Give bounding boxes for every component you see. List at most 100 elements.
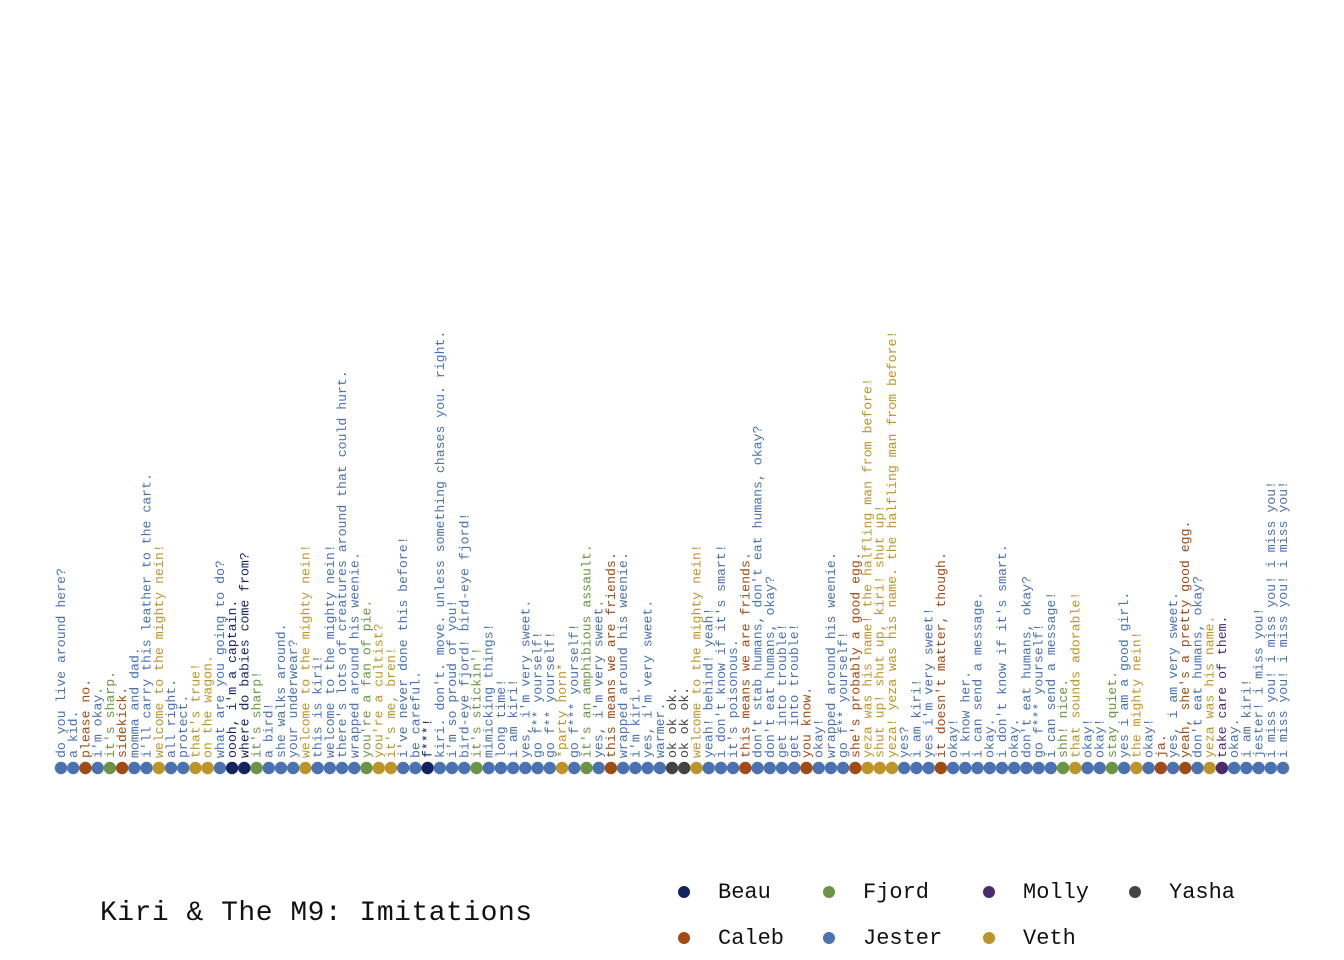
legend-label: Beau: [718, 879, 771, 905]
quote-point: [1069, 761, 1082, 775]
quote-point: [946, 761, 960, 775]
quote-point: [274, 761, 288, 775]
quote-point: [67, 761, 80, 775]
quote-label: okay.: [1007, 718, 1022, 758]
quote-point: [751, 761, 764, 775]
quote-label: i'm kiri.: [628, 687, 643, 758]
legend-item-beau: Beau: [668, 872, 771, 912]
quote-point: [1117, 761, 1131, 775]
quote-label: yes?: [897, 726, 912, 758]
quote-point: [54, 761, 68, 775]
quote-point: [873, 761, 886, 775]
quote-label: *party horn*: [555, 663, 570, 758]
quote-label: you know.: [799, 687, 814, 758]
quote-point: [629, 761, 642, 775]
chart-title: Kiri & The M9: Imitations: [100, 898, 533, 929]
quote-label: long time!: [494, 679, 509, 758]
quote-point: [934, 761, 948, 775]
quote-label: don't eat humans, okay?: [1190, 576, 1205, 758]
quote-point: [1240, 761, 1253, 775]
quote-label: you're a cultist?: [372, 623, 387, 758]
quote-point: [678, 761, 691, 775]
legend-dot: [678, 932, 690, 944]
quote-point: [726, 761, 740, 775]
quote-point: [800, 761, 813, 775]
legend-item-molly: Molly: [973, 872, 1089, 912]
quote-label: f***!: [421, 718, 436, 758]
quote-point: [1093, 761, 1106, 775]
quote-point: [1227, 761, 1241, 775]
quote-point: [1166, 761, 1180, 775]
quote-label: this is kiri!: [311, 655, 326, 758]
quote-label: i'm okay.: [91, 687, 106, 758]
quote-point: [910, 761, 923, 775]
quote-point: [335, 761, 349, 775]
quote-point: [531, 761, 544, 775]
quote-label: yes, i'm very sweet.: [641, 600, 656, 758]
quote-point: [665, 761, 679, 775]
quote-point: [323, 761, 337, 775]
quote-point: [1179, 761, 1192, 775]
quote-point: [409, 761, 422, 775]
quote-point: [959, 761, 972, 775]
quote-label: that sounds adorable!: [1068, 592, 1083, 758]
quote-label: yeah! behind! yeah!: [702, 608, 717, 758]
quote-label: all right.: [164, 679, 179, 758]
quote-label: don't eat humans, okay?: [763, 576, 778, 758]
quote-label: okay.: [1227, 718, 1242, 758]
quote-point: [824, 761, 838, 775]
legend-item-caleb: Caleb: [668, 918, 784, 958]
quote-label: it's sharp!: [250, 671, 265, 758]
quote-point: [164, 761, 178, 775]
legend-item-yasha: Yasha: [1119, 872, 1235, 912]
quote-point: [396, 761, 410, 775]
quote-point: [1044, 761, 1058, 775]
legend-dot: [1129, 886, 1141, 898]
quote-point: [812, 761, 825, 775]
quote-point: [262, 761, 275, 775]
quote-label: i miss you! i miss you! i miss you!: [1276, 481, 1291, 758]
quote-label: i don't know if it's smart.: [995, 544, 1010, 758]
quote-point: [653, 761, 666, 775]
legend-dot: [983, 886, 995, 898]
quote-label: i am kiri!: [909, 679, 924, 758]
quote-label: oooh, i'm a captain.: [225, 600, 240, 758]
quote-point: [299, 761, 312, 775]
quote-point: [1081, 761, 1094, 775]
quote-label: that's true!: [188, 663, 203, 758]
quote-label: take care of them.: [1215, 616, 1230, 758]
quote-label: i've never done this before!: [396, 536, 411, 758]
quote-point: [971, 761, 984, 775]
quote-point: [506, 761, 520, 775]
quote-label: where do babies come from?: [237, 552, 252, 758]
quote-point: [103, 761, 117, 775]
quote-point: [189, 761, 202, 775]
quote-label: bird-eye fjord! bird-eye fjord!: [457, 513, 472, 758]
quote-point: [1020, 761, 1033, 775]
quote-label: welcome to the mighty nein!: [689, 544, 704, 758]
quote-label: ja.: [1154, 734, 1169, 758]
quote-point: [1130, 761, 1143, 775]
quote-point: [885, 761, 899, 775]
quote-point: [995, 761, 1009, 775]
quote-label: a kid.: [66, 711, 81, 758]
quote-label: i know her.: [958, 671, 973, 758]
quote-label: she's probably a good egg.: [848, 552, 863, 758]
quote-label: okay.: [983, 718, 998, 758]
quote-label: wrapped around his weenie.: [616, 552, 631, 758]
quote-label: okay!: [1080, 718, 1095, 758]
quote-label: ok ok ok.: [677, 687, 692, 758]
quote-label: yes, i'm very sweet.: [592, 600, 607, 758]
quote-point: [348, 761, 361, 775]
quote-point: [238, 761, 251, 775]
quote-label: okay!: [812, 718, 827, 758]
legend-label: Fjord: [863, 879, 930, 905]
quote-label: i can send a message.: [971, 592, 986, 758]
quote-point: [140, 761, 153, 775]
quote-label: she walks around.: [274, 623, 289, 758]
quote-label: be careful.: [408, 671, 423, 758]
quote-label: it doesn't matter, though.: [934, 552, 949, 758]
quote-point: [641, 761, 654, 775]
quote-label: okay!: [946, 718, 961, 758]
legend-dot: [983, 932, 995, 944]
